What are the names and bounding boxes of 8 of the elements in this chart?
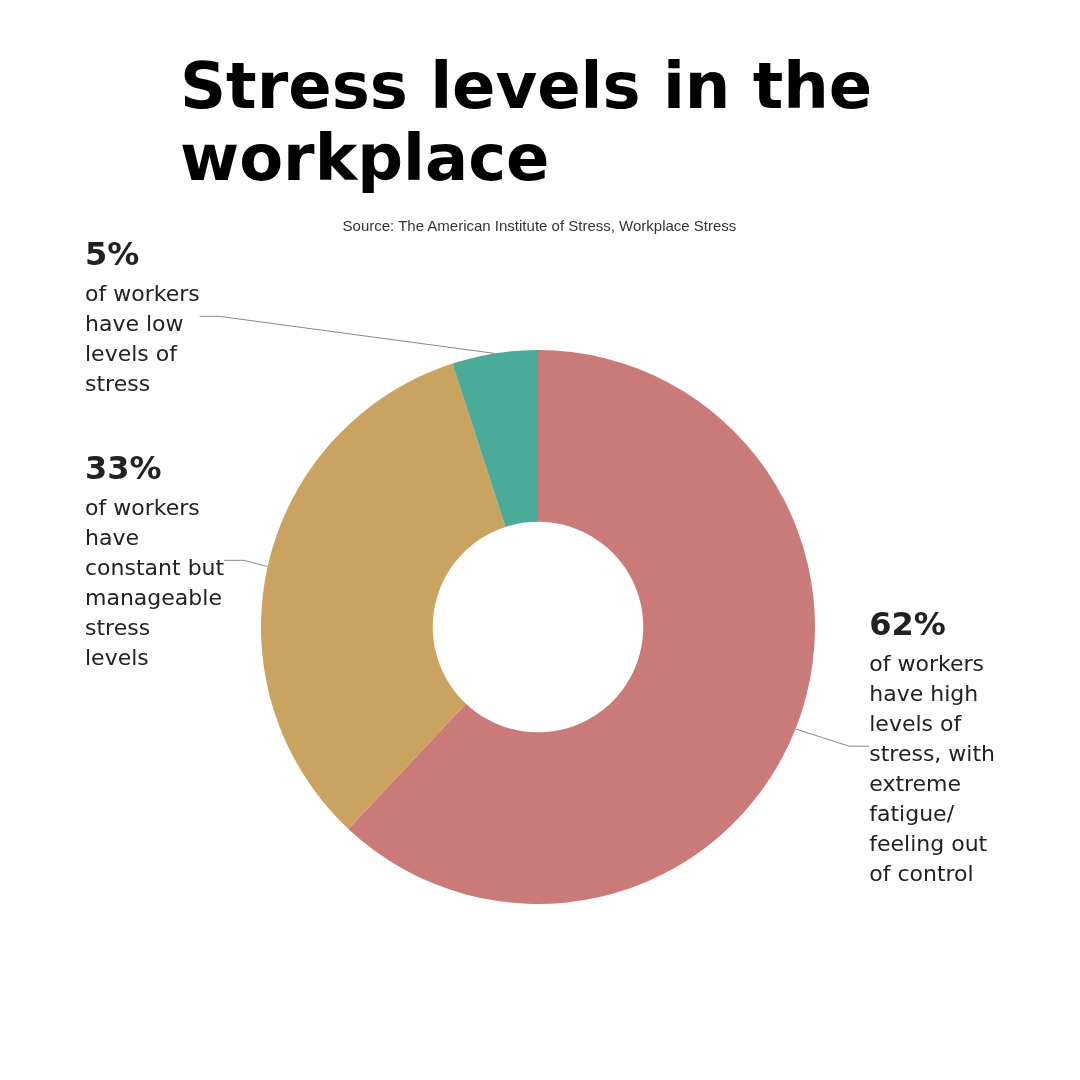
slice-label: of workers have high levels of stress, with extreme fatigue/ feeling out of control bbox=[869, 651, 996, 887]
slice-label: of workers have low levels of stress bbox=[85, 281, 200, 397]
data-label: 62% bbox=[869, 604, 946, 643]
data-label: 5% bbox=[85, 234, 140, 273]
chart-title: Stress levels in the workplace bbox=[180, 49, 895, 195]
slice-label: of workers have constant but manageable stress levels bbox=[85, 495, 225, 671]
source-note: Source: The American Institute of Stress, Workplace Stress bbox=[342, 217, 737, 234]
data-label: 33% bbox=[85, 448, 162, 487]
